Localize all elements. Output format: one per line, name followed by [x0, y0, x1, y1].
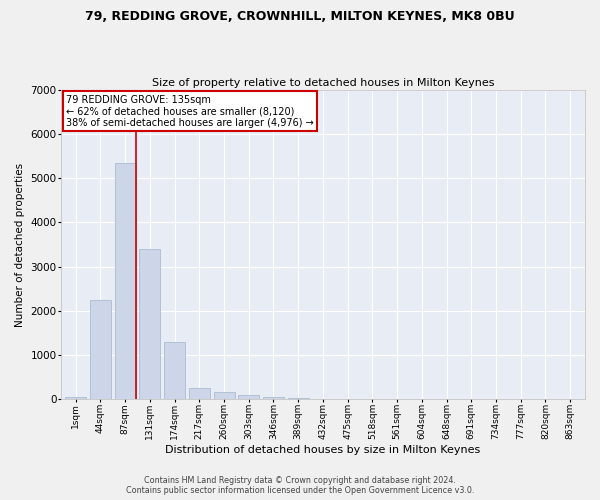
- Bar: [139, 249, 160, 399]
- Bar: [65, 396, 86, 399]
- Bar: [164, 342, 185, 399]
- Bar: [263, 396, 284, 399]
- Bar: [115, 163, 136, 399]
- X-axis label: Distribution of detached houses by size in Milton Keynes: Distribution of detached houses by size …: [165, 445, 481, 455]
- Y-axis label: Number of detached properties: Number of detached properties: [15, 162, 25, 326]
- Text: 79 REDDING GROVE: 135sqm
← 62% of detached houses are smaller (8,120)
38% of sem: 79 REDDING GROVE: 135sqm ← 62% of detach…: [66, 95, 314, 128]
- Bar: [189, 388, 210, 399]
- Title: Size of property relative to detached houses in Milton Keynes: Size of property relative to detached ho…: [152, 78, 494, 88]
- Bar: [214, 392, 235, 399]
- Bar: [90, 300, 111, 399]
- Text: Contains HM Land Registry data © Crown copyright and database right 2024.
Contai: Contains HM Land Registry data © Crown c…: [126, 476, 474, 495]
- Bar: [238, 395, 259, 399]
- Text: 79, REDDING GROVE, CROWNHILL, MILTON KEYNES, MK8 0BU: 79, REDDING GROVE, CROWNHILL, MILTON KEY…: [85, 10, 515, 23]
